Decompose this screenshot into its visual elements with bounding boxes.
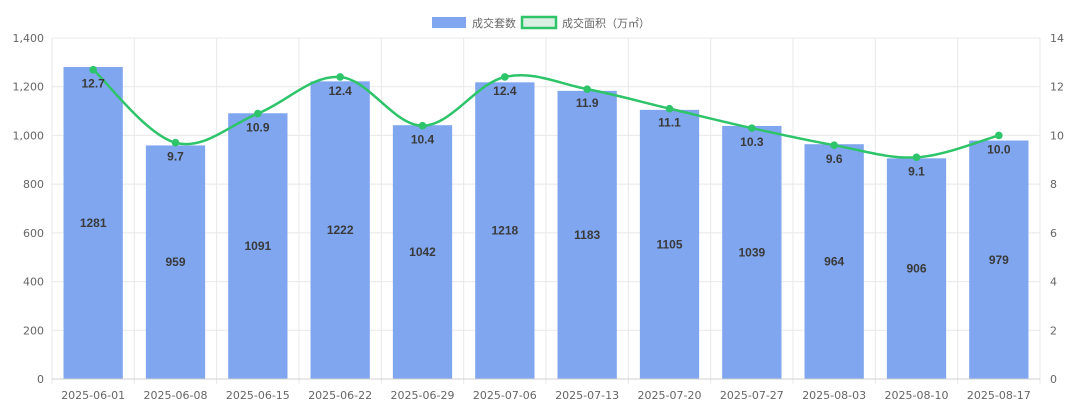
line-point <box>995 131 1003 140</box>
x-tick-label: 2025-08-17 <box>967 389 1031 402</box>
x-tick-label: 2025-07-13 <box>555 389 619 402</box>
bar-value-label: 959 <box>165 255 185 269</box>
line-point <box>336 73 344 81</box>
y-right-tick-label: 6 <box>1050 227 1057 240</box>
line-value-label: 10.4 <box>411 133 435 147</box>
bar <box>310 81 370 379</box>
bar <box>886 158 947 379</box>
bar <box>63 66 123 380</box>
x-tick-label: 2025-07-06 <box>473 389 537 402</box>
line-point <box>501 73 509 81</box>
x-tick-label: 2025-06-22 <box>308 389 372 402</box>
legend-label-bar: 成交套数 <box>472 16 516 30</box>
y-left-tick-label: 600 <box>23 227 44 240</box>
x-tick-label: 2025-07-27 <box>720 389 784 402</box>
y-right-tick-label: 2 <box>1050 324 1057 337</box>
bar-value-label: 1281 <box>80 216 107 230</box>
x-tick-label: 2025-06-29 <box>391 389 455 402</box>
bar <box>969 140 1029 379</box>
bar-value-label: 1042 <box>409 245 436 259</box>
x-tick-label: 2025-08-10 <box>885 389 949 402</box>
bar <box>392 125 453 379</box>
data-labels: 1281 959 1091 1222 1042 1218 1183 1105 1039 964 90… <box>80 77 1011 276</box>
y-right-tick-label: 10 <box>1050 129 1064 142</box>
x-tick-label: 2025-08-03 <box>802 389 866 402</box>
y-right-tick-label: 4 <box>1050 276 1057 289</box>
bar <box>804 144 864 379</box>
bar-value-label: 1218 <box>491 224 518 238</box>
y-right-tick-label: 0 <box>1050 373 1057 386</box>
bar-value-label: 979 <box>989 253 1009 267</box>
x-tick-label: 2025-07-20 <box>638 389 702 402</box>
legend: 成交套数 成交面积（万㎡） <box>432 15 650 30</box>
line-value-label: 11.9 <box>576 96 599 110</box>
bar <box>722 125 782 379</box>
line-point <box>171 138 180 147</box>
bar-value-label: 1105 <box>656 237 682 251</box>
bar <box>557 90 617 379</box>
line-point <box>254 109 262 118</box>
line-value-label: 10.9 <box>246 121 270 135</box>
y-left-tick-label: 0 <box>37 373 44 386</box>
line-point <box>748 124 756 132</box>
legend-swatch-line <box>520 15 558 30</box>
line-value-label: 12.4 <box>328 84 352 98</box>
bar-value-label: 906 <box>906 262 926 276</box>
y-right-tick-label: 8 <box>1050 178 1057 191</box>
bar-series <box>63 66 1029 380</box>
bar-value-label: 964 <box>824 255 844 269</box>
x-tick-label: 2025-06-01 <box>61 389 125 402</box>
y-left-tick-label: 1,200 <box>13 81 45 94</box>
line-value-label: 9.6 <box>826 152 843 166</box>
x-tick-label: 2025-06-08 <box>144 389 208 402</box>
y-left-tick-label: 400 <box>23 276 44 289</box>
line-point <box>89 65 97 74</box>
bar <box>228 113 288 379</box>
bar <box>475 82 535 379</box>
axes: 0 200 400 600 800 1,000 1,200 1,400 0 2 4 6 8 10 12 14 2… <box>13 32 1065 402</box>
y-left-tick-label: 1,400 <box>13 32 45 45</box>
line-value-label: 9.1 <box>908 164 925 178</box>
bar <box>145 145 206 379</box>
y-left-tick-label: 800 <box>23 178 44 191</box>
bar-value-label: 1222 <box>327 223 354 237</box>
line-point <box>583 85 591 93</box>
line-value-label: 11.1 <box>658 116 681 130</box>
legend-swatch-bar <box>432 17 466 28</box>
x-tick-label: 2025-06-15 <box>226 389 290 402</box>
bar-value-label: 1183 <box>574 228 600 242</box>
line-series <box>89 65 1003 162</box>
line-value-label: 10.0 <box>987 142 1011 156</box>
y-right-tick-label: 14 <box>1050 32 1064 45</box>
line-value-label: 9.7 <box>167 150 184 164</box>
line-point <box>912 153 921 162</box>
bar-value-label: 1039 <box>738 245 765 259</box>
legend-label-line: 成交面积（万㎡） <box>562 16 650 30</box>
y-left-tick-label: 200 <box>23 324 44 337</box>
line-point <box>665 104 674 113</box>
series-line <box>92 68 1000 159</box>
line-point <box>830 141 838 149</box>
y-right-tick-label: 12 <box>1050 81 1064 94</box>
y-left-tick-label: 1,000 <box>13 129 45 142</box>
line-value-label: 12.4 <box>493 84 517 98</box>
line-value-label: 10.3 <box>740 135 764 149</box>
line-point <box>418 121 427 130</box>
line-value-label: 12.7 <box>81 77 105 91</box>
bar <box>639 109 700 379</box>
bar-value-label: 1091 <box>244 239 271 253</box>
